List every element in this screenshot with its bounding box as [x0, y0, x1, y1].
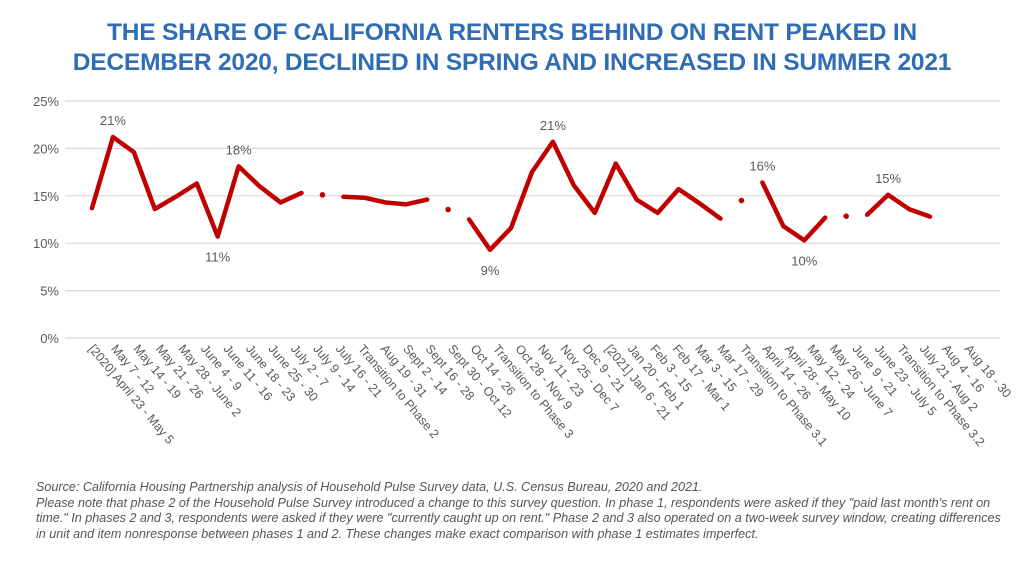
source-note: Source: California Housing Partnership a…	[36, 480, 703, 494]
y-tick-label: 15%	[33, 189, 59, 204]
footnote: Source: California Housing Partnership a…	[36, 480, 1011, 542]
data-label: 18%	[226, 142, 252, 157]
y-tick-label: 20%	[33, 141, 59, 156]
chart-title-line-1: THE SHARE OF CALIFORNIA RENTERS BEHIND O…	[106, 19, 918, 46]
data-label: 15%	[875, 171, 901, 186]
methodology-note: Please note that phase 2 of the Househol…	[36, 495, 1001, 541]
line-chart: 0%5%10%15%20%25%[2020] April 23 - May 5M…	[33, 94, 1014, 449]
y-tick-label: 5%	[40, 284, 59, 299]
data-label: 11%	[205, 250, 230, 265]
data-label: 16%	[749, 159, 775, 174]
series-line-phase-2	[341, 194, 430, 207]
chart-title: THE SHARE OF CALIFORNIA RENTERS BEHIND O…	[0, 18, 1024, 78]
y-tick-label: 25%	[33, 94, 59, 109]
series-line-phase-3-1	[760, 180, 828, 243]
series-line-phase-3-2	[864, 192, 933, 219]
y-tick-label: 10%	[33, 236, 59, 251]
data-label: 9%	[481, 263, 500, 278]
transition-gap-dot	[843, 213, 849, 219]
series-line-phase-1	[89, 134, 304, 239]
y-tick-label: 0%	[40, 331, 59, 346]
transition-gap-dot	[445, 206, 451, 213]
data-label: 21%	[100, 113, 126, 128]
data-label: 10%	[791, 253, 817, 268]
chart-title-line-2: DECEMBER 2020, DECLINED IN SPRING AND IN…	[72, 49, 952, 76]
data-label: 21%	[540, 118, 566, 133]
transition-gap-dot	[738, 197, 745, 204]
transition-gap-dot	[319, 192, 326, 198]
